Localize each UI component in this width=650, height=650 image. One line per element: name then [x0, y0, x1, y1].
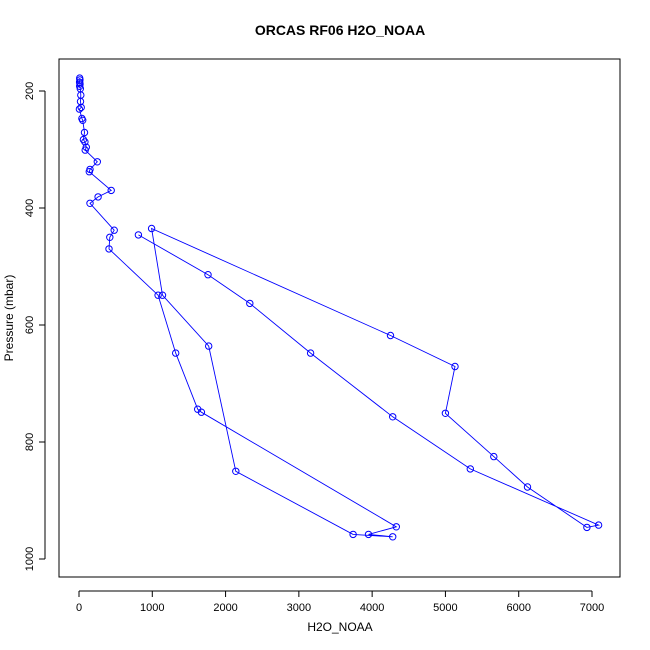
- y-tick-label: 1000: [24, 547, 36, 571]
- series-line: [78, 78, 601, 538]
- y-tick-label: 800: [24, 433, 36, 451]
- x-tick-label: 2000: [213, 602, 237, 614]
- data-point: [246, 299, 254, 308]
- y-tick-label: 200: [24, 82, 36, 100]
- data-point: [490, 452, 498, 461]
- data-point: [172, 349, 180, 357]
- x-tick-label: 4000: [360, 602, 384, 614]
- series-layer: [75, 74, 603, 541]
- x-tick-label: 7000: [580, 602, 604, 614]
- data-point: [134, 231, 143, 239]
- x-tick-label: 0: [76, 602, 82, 614]
- data-point: [94, 193, 102, 201]
- data-point: [204, 271, 212, 279]
- x-axis-label: H2O_NOAA: [307, 620, 372, 634]
- data-point: [466, 465, 474, 473]
- x-tick-label: 1000: [140, 602, 164, 614]
- data-point: [105, 245, 113, 253]
- data-point: [77, 103, 85, 112]
- data-point: [147, 224, 156, 233]
- data-point: [205, 342, 213, 350]
- data-point: [389, 413, 397, 421]
- data-point: [392, 523, 400, 531]
- data-point: [106, 233, 114, 242]
- data-point: [80, 128, 89, 137]
- data-point: [93, 158, 102, 166]
- y-tick-label: 400: [24, 199, 36, 217]
- data-point: [349, 530, 357, 539]
- y-tick-label: 600: [24, 316, 36, 334]
- data-point: [583, 523, 591, 532]
- data-point: [386, 331, 395, 340]
- data-point: [85, 168, 94, 176]
- data-point: [154, 291, 162, 299]
- data-point: [594, 521, 603, 529]
- data-point: [441, 409, 450, 417]
- data-point: [232, 467, 240, 475]
- data-point: [110, 226, 118, 234]
- data-point: [306, 349, 315, 357]
- y-axis: 200 400 600 800 1000: [24, 82, 46, 571]
- data-point: [158, 291, 167, 299]
- data-point: [197, 408, 206, 416]
- x-axis: 0 1000 2000 3000 4000 5000 6000 7000: [76, 590, 604, 614]
- data-point: [79, 116, 87, 125]
- data-point: [81, 146, 89, 154]
- data-point: [364, 530, 373, 539]
- x-tick-label: 3000: [287, 602, 311, 614]
- plot-frame: [58, 58, 621, 578]
- y-axis-label: Pressure (mbar): [2, 275, 16, 362]
- data-point: [75, 105, 84, 113]
- x-tick-label: 5000: [433, 602, 457, 614]
- data-point: [523, 483, 532, 491]
- data-point: [389, 533, 397, 541]
- data-point: [86, 199, 94, 208]
- data-point: [107, 186, 115, 195]
- x-tick-label: 6000: [506, 602, 530, 614]
- data-point: [76, 80, 84, 88]
- data-point: [451, 362, 459, 371]
- chart-title: ORCAS RF06 H2O_NOAA: [255, 22, 425, 38]
- data-point: [81, 138, 89, 146]
